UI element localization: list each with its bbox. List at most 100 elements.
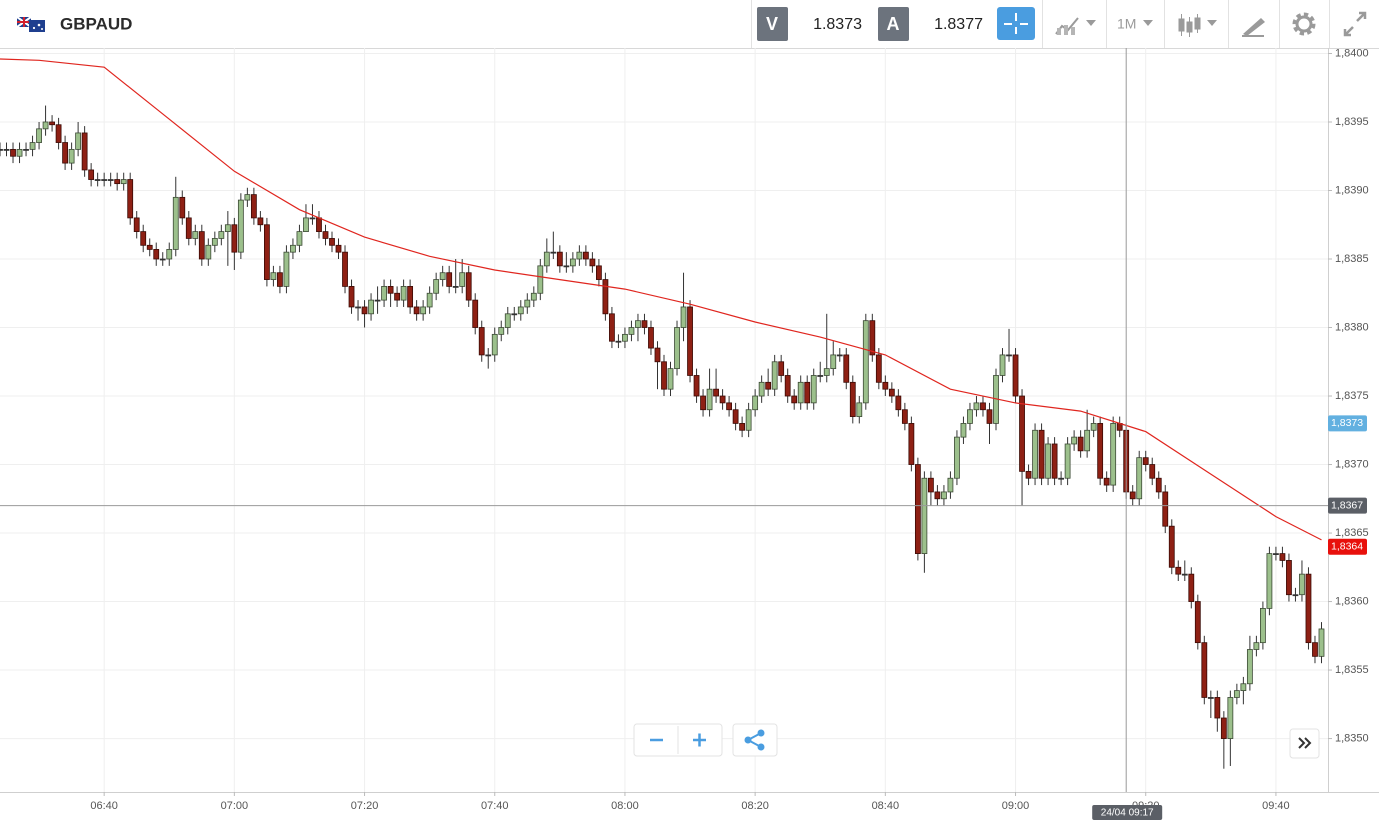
candle-body bbox=[16, 148, 23, 157]
candle-body bbox=[1181, 573, 1188, 576]
candle-body bbox=[1025, 470, 1032, 479]
candle-body bbox=[62, 142, 68, 164]
candle-body bbox=[941, 491, 947, 500]
fullscreen-button[interactable] bbox=[1343, 11, 1367, 37]
candle-body bbox=[1155, 477, 1162, 493]
candle-body bbox=[901, 409, 908, 424]
timeframe-label[interactable]: 1M bbox=[1117, 16, 1136, 32]
y-tick-label: 1,8395 bbox=[1335, 116, 1369, 128]
candle-body bbox=[335, 244, 342, 253]
candle-body bbox=[849, 381, 856, 417]
candle-body bbox=[101, 179, 108, 181]
candle-body bbox=[140, 231, 147, 246]
candle-body bbox=[635, 320, 641, 328]
sell-label: V bbox=[766, 14, 778, 34]
candle-body bbox=[465, 272, 472, 301]
price-marker-box bbox=[1328, 538, 1367, 555]
candle-body bbox=[713, 388, 719, 397]
candle-body bbox=[739, 423, 746, 431]
candle-body bbox=[563, 265, 570, 268]
candle-body bbox=[277, 272, 283, 287]
candle-body bbox=[1162, 491, 1169, 527]
candle-body bbox=[1038, 429, 1045, 479]
price-marker-box bbox=[1328, 415, 1367, 432]
zoom-in-button[interactable] bbox=[693, 733, 706, 747]
candle-body bbox=[648, 327, 654, 349]
x-tick-label: 08:40 bbox=[872, 800, 900, 812]
candle-body bbox=[609, 313, 615, 342]
chart-type-button[interactable] bbox=[1178, 14, 1217, 37]
candle-body bbox=[622, 333, 628, 342]
candle-body bbox=[75, 132, 82, 150]
candle-body bbox=[726, 402, 732, 411]
buy-label: A bbox=[887, 14, 900, 34]
y-tick-label: 1,8355 bbox=[1335, 664, 1369, 676]
candle-body bbox=[1253, 642, 1260, 650]
x-tick-label: 08:20 bbox=[741, 800, 769, 812]
candle-body bbox=[309, 217, 316, 220]
candle-body bbox=[680, 306, 687, 328]
candle-body bbox=[244, 194, 251, 201]
candle-body bbox=[1266, 553, 1273, 609]
candle-body bbox=[224, 224, 231, 233]
candle-body bbox=[55, 124, 62, 143]
y-tick-label: 1,8365 bbox=[1335, 527, 1369, 539]
settings-button[interactable] bbox=[1292, 12, 1316, 36]
candle-body bbox=[960, 423, 967, 438]
symbol-title: GBPAUD bbox=[60, 14, 132, 33]
flag-icon bbox=[16, 16, 45, 32]
candle-body bbox=[589, 258, 596, 267]
candle-body bbox=[1227, 697, 1234, 739]
buy-button[interactable] bbox=[878, 7, 909, 41]
y-tick-label: 1,8370 bbox=[1335, 458, 1369, 470]
price-marker-box bbox=[1328, 497, 1367, 514]
candle-body bbox=[875, 354, 882, 383]
candle-body bbox=[237, 199, 244, 253]
candle-body bbox=[888, 388, 895, 397]
share-button[interactable] bbox=[732, 723, 778, 757]
candle-body bbox=[569, 258, 576, 267]
candle-body bbox=[478, 327, 485, 356]
draw-button[interactable] bbox=[1242, 18, 1265, 37]
candle-body bbox=[1110, 423, 1117, 486]
candle-body bbox=[700, 395, 706, 411]
candle-body bbox=[582, 251, 589, 260]
candle-body bbox=[999, 354, 1006, 376]
candle-body bbox=[1299, 573, 1305, 596]
candle-body bbox=[1097, 423, 1104, 479]
candle-body bbox=[615, 340, 622, 343]
candle-body bbox=[10, 148, 16, 157]
candle-body bbox=[185, 217, 192, 239]
candle-body bbox=[3, 148, 10, 151]
buy-price: 1.8377 bbox=[934, 16, 983, 33]
candle-body bbox=[146, 244, 153, 250]
candle-body bbox=[869, 320, 876, 356]
candle-body bbox=[485, 354, 492, 357]
candle-body bbox=[159, 258, 166, 261]
x-tick-label: 07:40 bbox=[481, 800, 509, 812]
candle-body bbox=[1006, 354, 1012, 357]
candle-body bbox=[250, 194, 257, 219]
candle-body bbox=[205, 244, 212, 260]
candle-body bbox=[550, 251, 557, 254]
candle-body bbox=[524, 299, 531, 308]
candle-body bbox=[882, 381, 889, 390]
candle-body bbox=[472, 299, 479, 328]
zoom-controls bbox=[633, 723, 778, 757]
candle-body bbox=[947, 477, 954, 493]
candle-body bbox=[81, 132, 88, 171]
candle-body bbox=[94, 179, 101, 181]
candle-body bbox=[49, 121, 55, 126]
candle-body bbox=[459, 272, 466, 287]
candle-body bbox=[1019, 395, 1025, 472]
candle-body bbox=[446, 272, 453, 287]
candle-body bbox=[706, 388, 713, 411]
candle-body bbox=[400, 286, 407, 301]
candles bbox=[0, 105, 1325, 769]
candle-body bbox=[1129, 491, 1136, 500]
indicator-button[interactable] bbox=[1055, 17, 1096, 35]
header-bar bbox=[0, 0, 1379, 48]
price-marker-label: 1,8367 bbox=[1331, 499, 1363, 511]
sell-button[interactable] bbox=[757, 7, 788, 41]
crosshair-button[interactable] bbox=[997, 7, 1035, 40]
